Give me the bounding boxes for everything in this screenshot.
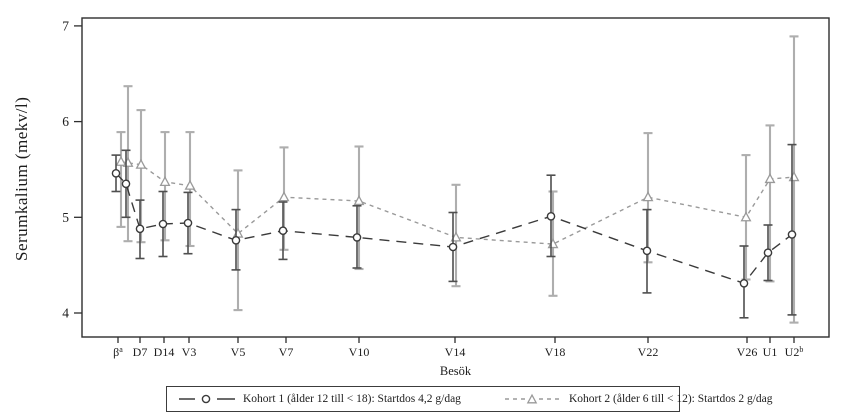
circle-marker: [278, 226, 288, 235]
y-axis-title: Serumkalium (mekv/l): [12, 96, 31, 262]
circle-marker: [111, 168, 121, 178]
x-tick-label: V5: [231, 345, 246, 359]
series-line: [115, 172, 793, 285]
x-tick-label: βa: [113, 345, 123, 359]
legend: Kohort 1 (ålder 12 till < 18): Startdos …: [166, 386, 773, 412]
triangle-marker: [159, 175, 171, 186]
x-tick-label: V10: [349, 345, 370, 359]
x-tick-label: D7: [133, 345, 148, 359]
legend-item-kohort1: Kohort 1 (ålder 12 till < 18): Startdos …: [179, 393, 461, 405]
circle-marker: [183, 218, 193, 228]
x-tick-label: V26: [737, 345, 758, 359]
triangle-marker: [135, 158, 147, 169]
triangle-marker: [278, 191, 290, 202]
x-axis-title: Besök: [439, 364, 472, 378]
x-tick-label: V22: [638, 345, 659, 359]
x-tick-label: U1: [763, 345, 778, 359]
triangle-marker: [184, 179, 196, 190]
triangle-marker: [740, 211, 752, 222]
circle-marker: [448, 242, 458, 252]
circle-marker: [642, 246, 652, 256]
circle-marker: [135, 224, 145, 234]
series-kohort2: [115, 35, 800, 324]
y-axis: 4 5 6 7: [62, 18, 82, 321]
cohort2-line-marker-sample: [504, 393, 561, 404]
triangle-marker: [788, 171, 800, 182]
circle-marker: [763, 248, 773, 257]
triangle-marker: [115, 155, 127, 166]
x-axis: βa D7 D14 V3 V5 V7 V10 V14 V18 V22 V26 U1 U2b: [113, 337, 803, 359]
x-tick-label: V3: [182, 345, 197, 359]
circle-marker: [231, 235, 241, 245]
x-tick-label: U2b: [785, 345, 804, 359]
triangle-marker: [642, 191, 654, 202]
x-tick-label: D14: [154, 345, 175, 359]
circle-marker: [787, 230, 797, 239]
series-line: [120, 161, 795, 245]
y-tick-label: 7: [62, 18, 69, 33]
cohort1-circle-marker: [201, 394, 211, 404]
x-tick-label: V7: [279, 345, 294, 359]
circle-marker: [739, 278, 749, 288]
circle-marker: [546, 211, 556, 221]
triangle-marker: [353, 195, 365, 206]
y-tick-label: 4: [62, 306, 69, 321]
triangle-marker: [764, 173, 776, 184]
cohort1-line-marker-sample: [179, 394, 235, 404]
legend-item-kohort2: Kohort 2 (ålder 6 till < 12): Startdos 2…: [504, 393, 773, 405]
x-tick-label: V14: [445, 345, 466, 359]
y-tick-label: 5: [62, 210, 69, 225]
triangle-marker: [450, 231, 462, 242]
circle-marker: [158, 219, 168, 229]
circle-marker: [121, 179, 131, 189]
series-kohort1: [111, 143, 797, 319]
plot-area-border: [81, 17, 830, 338]
circle-marker: [352, 233, 362, 242]
legend-label-kohort2: Kohort 2 (ålder 6 till < 12): Startdos 2…: [568, 393, 773, 405]
legend-label-kohort1: Kohort 1 (ålder 12 till < 18): Startdos …: [243, 393, 461, 405]
cohort2-triangle-marker: [526, 393, 538, 404]
x-tick-label: V18: [545, 345, 566, 359]
y-tick-label: 6: [62, 114, 69, 129]
